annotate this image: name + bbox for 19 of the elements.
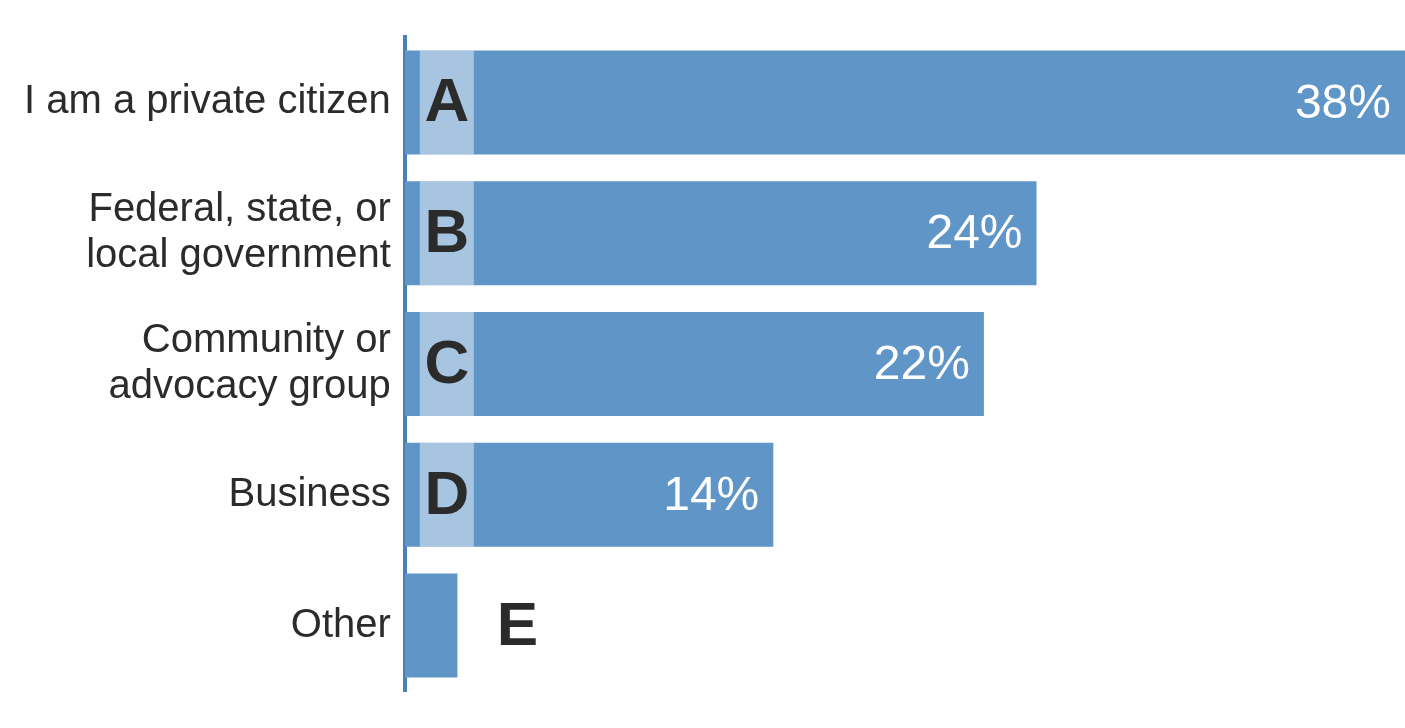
annotation: D: [424, 457, 470, 527]
annotation: B: [424, 196, 470, 266]
bar: [404, 573, 458, 678]
data-label: 22%: [873, 336, 970, 390]
bar: [404, 50, 1405, 155]
annotation: A: [424, 65, 470, 135]
bar: [404, 442, 774, 547]
y-tick-label: Federal, state, or local government: [86, 185, 391, 276]
data-label: 14%: [663, 467, 760, 521]
data-label: 38%: [1294, 74, 1391, 128]
y-tick-label: Business: [228, 469, 391, 514]
bar: [404, 181, 1037, 286]
data-label: 24%: [926, 205, 1023, 259]
y-tick-label: Community or advocacy group: [108, 316, 391, 407]
annotation: E: [496, 588, 539, 658]
bar: [404, 311, 984, 417]
annotation: C: [424, 327, 470, 397]
y-tick-label: Other: [290, 600, 391, 645]
y-tick-label: I am a private citizen: [23, 77, 391, 122]
